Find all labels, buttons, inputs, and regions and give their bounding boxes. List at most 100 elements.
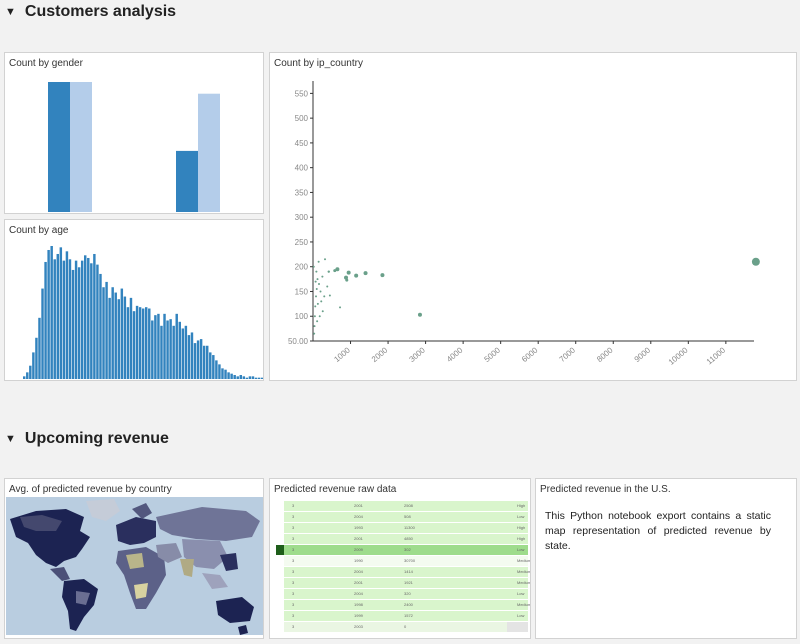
x-tick-label: 1000 <box>332 345 352 364</box>
y-tick-label: 550 <box>295 89 309 98</box>
scatter-point <box>313 332 316 335</box>
table-row[interactable]: 3 2001 1921 Medium <box>284 578 530 588</box>
table-cell: 3 <box>292 536 295 541</box>
table-cell: 3 <box>292 569 295 574</box>
triangle-down-icon[interactable]: ▼ <box>5 433 16 445</box>
age-bar <box>224 369 227 379</box>
scatter-point <box>324 258 327 261</box>
table-cell: 1990 <box>354 558 363 563</box>
scatter-point <box>345 278 349 282</box>
scatter-point <box>317 260 320 263</box>
age-histogram <box>23 246 263 379</box>
gender-bar <box>198 93 220 212</box>
scatter-point <box>316 302 319 305</box>
age-bar <box>148 308 151 379</box>
scatter-point <box>321 275 324 278</box>
table-row[interactable]: 3 1998 2400 Medium <box>284 600 530 610</box>
table-cell: Low <box>517 514 525 519</box>
table-row[interactable]: 3 2004 1414 Medium <box>284 567 530 577</box>
table-row[interactable]: 3 2003 0 <box>284 622 528 632</box>
tile-predicted-revenue-us[interactable]: Predicted revenue in the U.S. This Pytho… <box>535 478 797 639</box>
map-region <box>220 553 238 571</box>
age-bar <box>99 273 102 379</box>
age-bar <box>172 325 175 379</box>
table-cell: 3 <box>292 514 295 519</box>
scatter-point <box>339 306 342 309</box>
tile-avg-revenue-map[interactable]: Avg. of predicted revenue by country <box>4 478 264 639</box>
age-bar <box>196 340 200 379</box>
table-cell: Medium <box>517 558 531 563</box>
age-bar <box>160 325 163 379</box>
y-tick-label: 400 <box>295 164 309 173</box>
scatter-point <box>323 295 326 298</box>
scatter-point <box>318 315 321 318</box>
scatter-point <box>417 312 422 317</box>
table-row[interactable]: 3 2004 508 Low <box>284 512 528 522</box>
table-cell: 2001 <box>354 536 363 541</box>
age-bar <box>74 260 78 379</box>
age-bar <box>248 376 252 379</box>
age-bar <box>157 313 160 379</box>
age-bar <box>87 257 90 379</box>
x-tick-label: 5000 <box>483 345 503 364</box>
raw-data-table[interactable]: 3 2001 2508 High 3 2004 508 Low 3 1993 11300 High 3 2… <box>276 501 531 635</box>
map-region <box>50 567 70 581</box>
scatter-point <box>335 267 340 272</box>
age-bar <box>108 297 111 379</box>
tile-title: Count by gender <box>9 58 83 69</box>
gender-bar <box>48 82 70 212</box>
table-row[interactable]: 3 1993 11300 High <box>284 523 528 533</box>
age-bar <box>212 355 215 379</box>
scatter-point <box>380 273 385 278</box>
table-row[interactable]: 3 2001 4850 High <box>284 534 528 544</box>
row-selection-marker[interactable] <box>276 545 284 555</box>
table-cell: 320 <box>404 591 411 596</box>
tile-predicted-revenue-raw-data[interactable]: Predicted revenue raw data 3 2001 2508 High… <box>269 478 531 639</box>
table-cell: 1993 <box>354 525 363 530</box>
section-customers-title[interactable]: ▼ Customers analysis <box>5 3 176 21</box>
table-cell: 30700 <box>404 558 416 563</box>
age-bar <box>129 297 133 379</box>
table-cell: 2400 <box>404 602 413 607</box>
table-cell: High <box>517 536 526 541</box>
age-bar <box>68 259 72 379</box>
age-bar <box>254 377 258 379</box>
scatter-point <box>316 278 319 281</box>
age-bar <box>233 375 236 379</box>
table-cell: 2001 <box>354 503 363 508</box>
scatter-point <box>354 273 359 278</box>
tile-title: Predicted revenue raw data <box>274 484 397 495</box>
age-bar <box>202 345 206 379</box>
x-tick-label: 7000 <box>558 345 578 364</box>
table-cell: Low <box>517 547 525 552</box>
map-region <box>62 579 98 631</box>
table-row[interactable]: 3 2004 320 Low <box>284 589 528 599</box>
age-bar <box>29 365 32 379</box>
age-bar <box>166 320 169 379</box>
table-cell: High <box>517 525 526 530</box>
age-bar <box>90 263 93 379</box>
age-bar <box>190 332 194 379</box>
triangle-down-icon[interactable]: ▼ <box>5 6 16 18</box>
age-bar <box>62 260 66 379</box>
scatter-point <box>319 290 322 293</box>
table-cell: 2009 <box>354 547 363 552</box>
world-map[interactable] <box>6 497 263 635</box>
x-tick-label: 2000 <box>370 345 390 364</box>
table-row[interactable]: 3 1990 30700 Medium <box>284 556 531 566</box>
age-bar <box>227 372 230 379</box>
age-bar <box>23 376 26 379</box>
age-bar <box>257 377 261 379</box>
section-revenue-title[interactable]: ▼ Upcoming revenue <box>5 430 169 448</box>
age-bar <box>111 287 114 379</box>
tile-title: Avg. of predicted revenue by country <box>9 484 172 495</box>
table-row[interactable]: 3 2001 2508 High <box>284 501 528 511</box>
age-bar <box>206 345 209 379</box>
tile-count-by-gender[interactable]: Count by gender <box>4 52 264 214</box>
section-title-text: Customers analysis <box>24 3 177 20</box>
age-bar <box>163 313 166 379</box>
table-row[interactable]: 3 1999 1572 Low <box>284 611 528 621</box>
tile-count-by-ip-country[interactable]: Count by ip_country 550 500 450 400 350 300 25… <box>269 52 797 381</box>
tile-count-by-age[interactable]: Count by age <box>4 219 264 381</box>
table-row[interactable]: 3 2009 302 Low <box>284 545 528 555</box>
